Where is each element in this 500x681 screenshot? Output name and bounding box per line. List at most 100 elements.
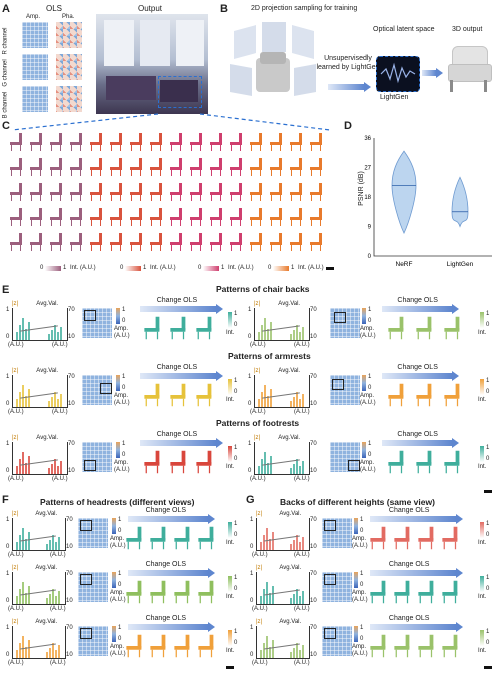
y-axis-max: 1 xyxy=(6,517,10,523)
y2-axis-max: 70 xyxy=(310,571,317,577)
histogram-bar xyxy=(270,456,272,474)
violin-ytick: 36 xyxy=(364,136,371,142)
change-ols-arrow xyxy=(140,306,216,312)
chair-render xyxy=(48,232,65,252)
amp-unit: (A.U.) xyxy=(114,467,130,473)
generated-chair xyxy=(142,383,163,408)
chair-render xyxy=(268,207,285,227)
int-colorbar xyxy=(228,379,232,395)
amp-unit: (A.U.) xyxy=(360,400,376,406)
change-ols-arrow xyxy=(128,624,208,630)
change-ols-label: Change OLS xyxy=(145,615,187,622)
chair-render xyxy=(48,182,65,202)
generated-chair xyxy=(168,383,189,408)
panel-e-row-title: Patterns of chair backs xyxy=(216,284,310,294)
cb-min: 0 xyxy=(360,582,364,588)
ols-map-f xyxy=(78,626,108,656)
change-ols-arrowhead xyxy=(452,438,459,448)
generated-chair xyxy=(194,383,215,408)
chair-grid-row xyxy=(8,182,325,202)
chair-grid-row xyxy=(8,157,325,177)
chair-render xyxy=(108,182,125,202)
cb-max: 1 xyxy=(118,571,122,577)
y-axis-min: 0 xyxy=(248,468,252,474)
histogram-bar xyxy=(267,329,269,340)
ols-map-left xyxy=(82,442,112,472)
amp-label: Amp. xyxy=(352,644,367,650)
chair-render xyxy=(88,182,105,202)
histogram-bar xyxy=(272,532,274,550)
histogram-bar xyxy=(290,544,292,550)
violin-plot: 36 27 18 9 0 NeRF LightGen xyxy=(364,136,492,268)
selected-region-box xyxy=(80,520,92,531)
y-axis-min: 0 xyxy=(250,544,254,550)
chair-render xyxy=(268,182,285,202)
amp-label: Amp. xyxy=(110,590,125,596)
histogram-bar xyxy=(299,596,301,604)
generated-chair xyxy=(416,634,437,659)
selected-region-box xyxy=(324,628,336,639)
selected-region-box xyxy=(332,379,344,390)
generated-chair xyxy=(414,316,435,341)
selected-region-box xyxy=(84,310,96,321)
chair-render xyxy=(88,157,105,177)
amp-header: Amp. xyxy=(26,14,41,20)
generated-chair xyxy=(368,634,389,659)
change-ols-arrowhead xyxy=(456,622,463,632)
histogram-bar xyxy=(258,466,260,474)
cb-min: 0 xyxy=(486,532,490,538)
generated-chair xyxy=(414,383,435,408)
cb-min: 0 xyxy=(368,318,372,324)
chair-grid-row xyxy=(8,232,325,252)
y-axis-min: 0 xyxy=(248,334,252,340)
x-axis-unit: (A.U.) xyxy=(52,342,68,348)
ols-map-g xyxy=(322,518,352,548)
chair-grid-row xyxy=(8,207,325,227)
change-ols-label: Change OLS xyxy=(145,507,187,514)
histogram-bar xyxy=(28,586,30,604)
y2-axis-max: 70 xyxy=(310,307,317,313)
output-image xyxy=(96,14,208,114)
histogram-bar xyxy=(52,642,54,658)
cb-max: 1 xyxy=(368,307,372,313)
histogram-bar xyxy=(49,539,51,550)
change-ols-label: Change OLS xyxy=(145,561,187,568)
histogram-bar xyxy=(49,647,51,658)
feature-plot-right: |z| Avg.Val. 1 0 70 10 (A.U.) (A.U.) xyxy=(248,368,317,415)
avg-legend: Avg.Val. xyxy=(279,565,302,571)
chair-render xyxy=(68,132,85,152)
amp-unit: (A.U.) xyxy=(352,597,368,603)
y2-axis-min: 10 xyxy=(310,544,317,550)
x-axis-unit: (A.U.) xyxy=(8,476,24,482)
histogram-bar xyxy=(258,399,260,407)
amp-colorbar xyxy=(362,442,366,458)
generated-chair xyxy=(124,580,145,605)
generated-chair xyxy=(386,383,407,408)
x-axis-unit: (A.U.) xyxy=(294,342,310,348)
x-axis-unit: (A.U.) xyxy=(8,606,24,612)
avg-legend: Avg.Val. xyxy=(35,619,58,625)
histogram-bar xyxy=(52,588,54,604)
change-ols-arrow xyxy=(382,306,452,312)
cb-min: 0 xyxy=(234,640,238,646)
panel-e-row-title: Patterns of armrests xyxy=(228,351,311,361)
panel-g-title: Backs of different heights (same view) xyxy=(280,497,435,507)
histogram-bar xyxy=(25,647,27,658)
amp-colorbar xyxy=(354,626,358,642)
int-label: Int. xyxy=(226,594,235,600)
y-axis-max: 1 xyxy=(6,441,10,447)
y-axis-max: 1 xyxy=(250,517,254,523)
g-amp-map xyxy=(22,54,48,80)
chair-render xyxy=(228,207,245,227)
generated-chair xyxy=(124,526,145,551)
chair-render xyxy=(128,182,145,202)
histogram-bar xyxy=(290,598,292,604)
cb-max: 1 xyxy=(122,307,126,313)
y2-axis-min: 10 xyxy=(310,334,317,340)
violin-nerf xyxy=(391,150,417,234)
int-label: Int. xyxy=(478,594,487,600)
generated-chair xyxy=(172,634,193,659)
learned-text: Unsupervisedly learned by LightGen xyxy=(316,55,380,71)
histogram-bar xyxy=(57,399,59,407)
chair-render xyxy=(268,132,285,152)
